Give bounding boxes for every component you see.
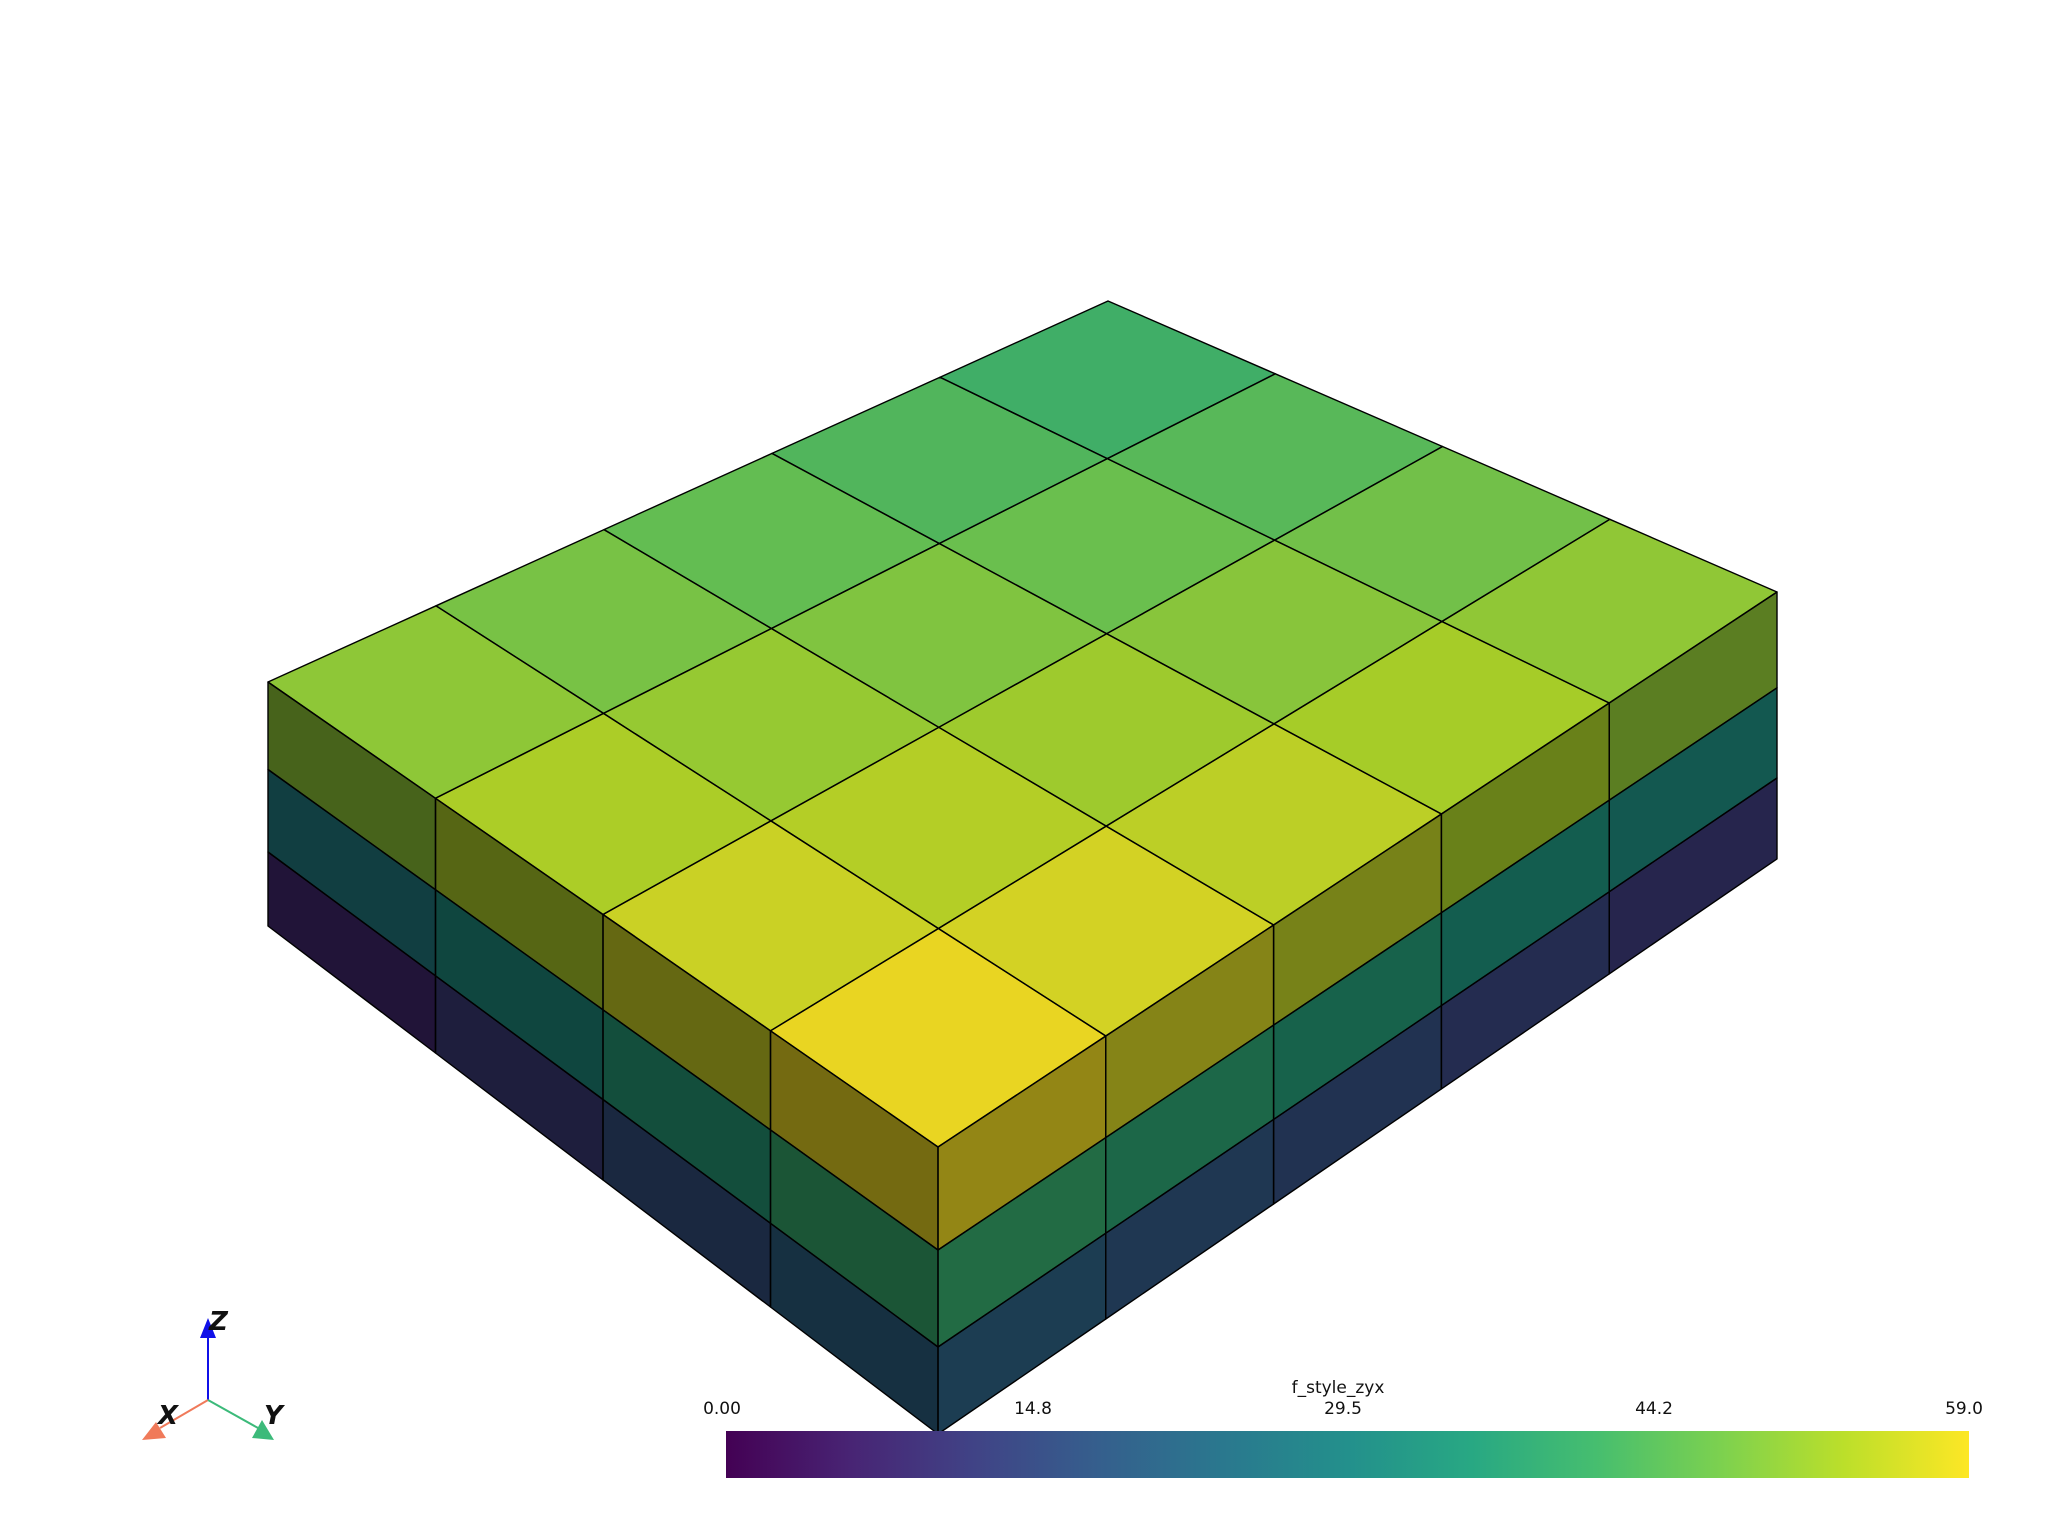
y-axis-arrow-icon [252,1420,274,1440]
scalar-bar-tick-label: 44.2 [1635,1399,1673,1419]
scalar-bar-gradient [726,1431,1969,1478]
x-axis-line [159,1399,209,1429]
cell-edge [939,300,1277,460]
y-axis-label: Y [264,1401,286,1431]
cell-edge [1608,777,1778,975]
z-axis-arrow-icon [200,1318,216,1338]
orientation-axes-widget: Z X Y [142,1307,286,1440]
z-axis-label: Z [208,1307,229,1337]
mesh-edges [267,300,1778,1435]
x-axis-label: X [156,1401,180,1431]
scalar-bar-tick-label: 59.0 [1945,1399,1983,1419]
hexahedral-mesh-block[interactable] [267,300,1778,1435]
scalar-bar-tick-label: 29.5 [1324,1399,1362,1419]
scalar-bar-title: f_style_zyx [1291,1378,1385,1398]
scalar-bar-tick-label: 0.00 [703,1399,741,1419]
x-axis-arrow-icon [142,1422,166,1440]
scalar-bar-tick-label: 14.8 [1014,1399,1052,1419]
y-axis-line [207,1399,259,1429]
cell-edge [267,851,437,1054]
